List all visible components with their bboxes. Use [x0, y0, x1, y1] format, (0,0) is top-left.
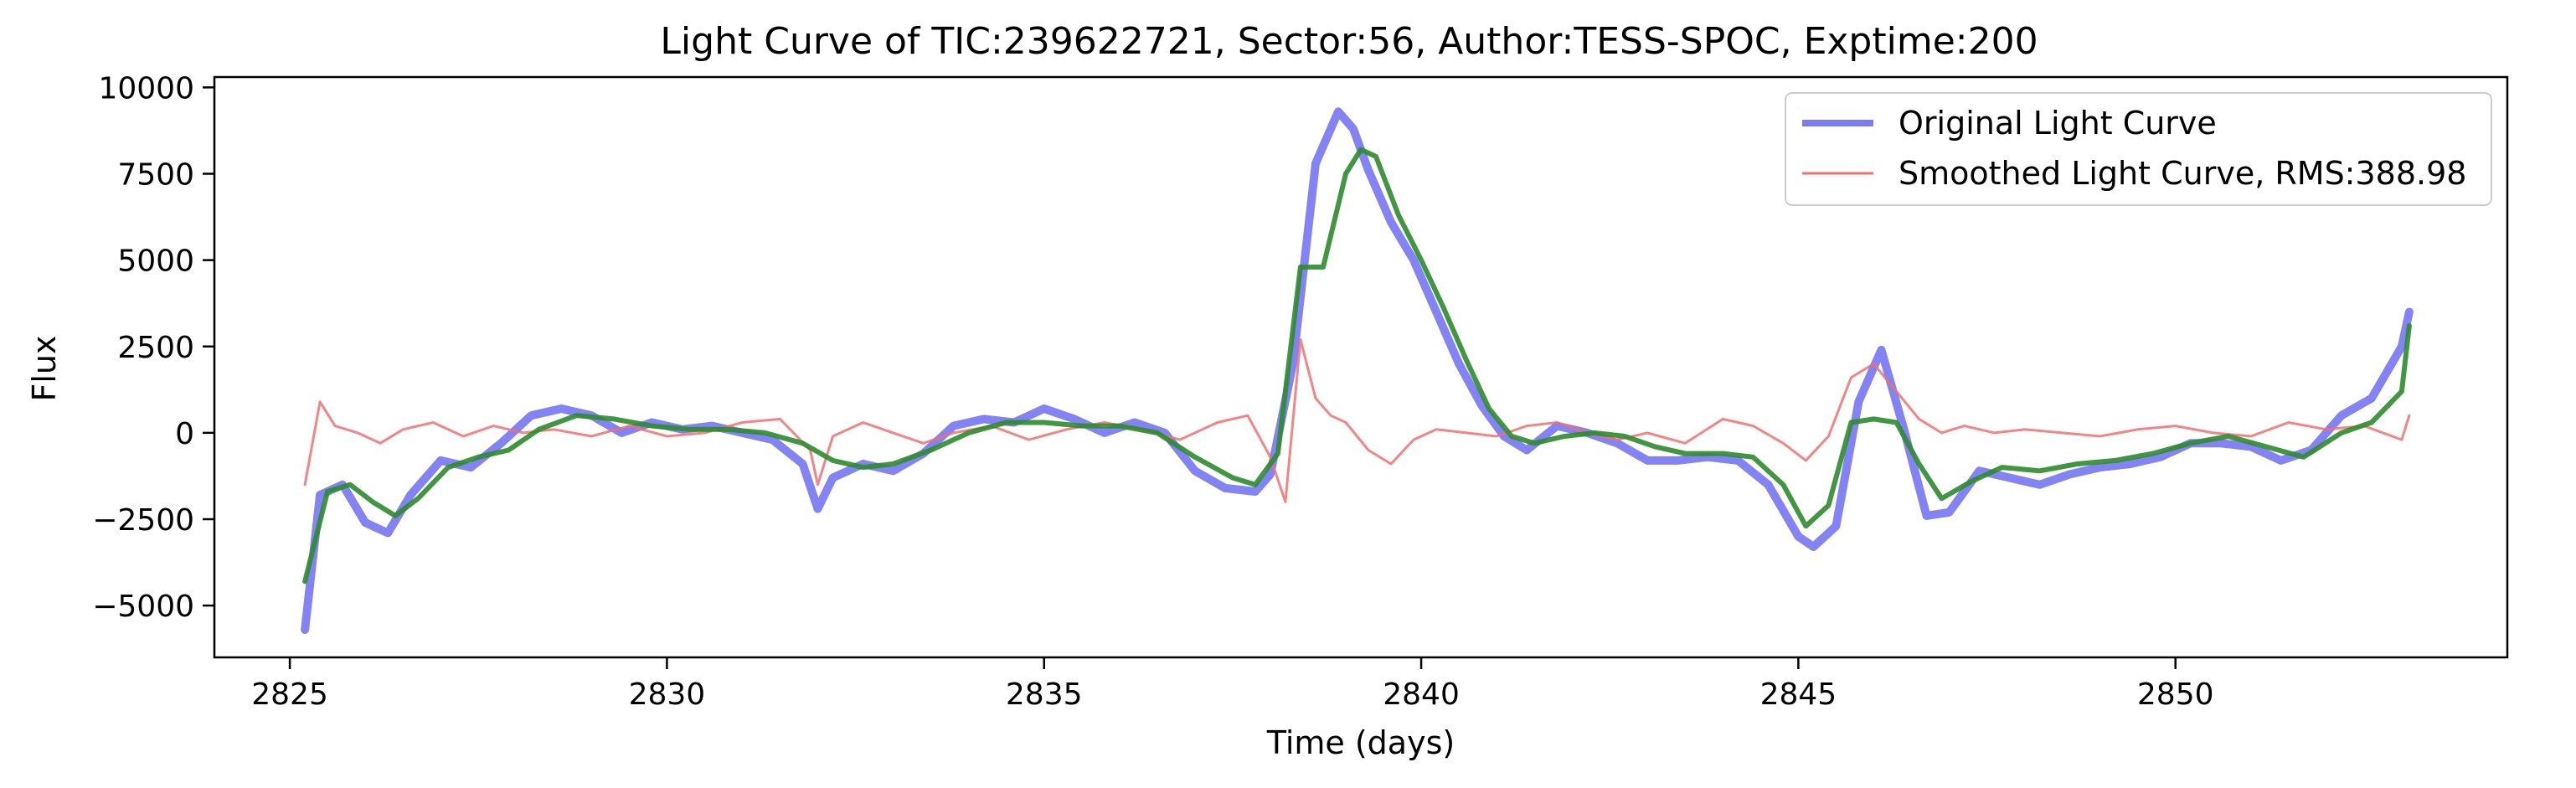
y-tick-label: 7500	[117, 158, 194, 193]
x-axis-ticks: 2825 2830 2835 2840 2845 2850	[251, 657, 2214, 712]
y-tick-label: 10000	[98, 71, 194, 106]
y-tick-label: 0	[175, 417, 194, 451]
y-axis-ticks: −5000 −2500 0 2500 5000 7500 10000	[92, 71, 214, 624]
y-axis-label: Flux	[26, 336, 63, 402]
y-tick-label: 2500	[117, 331, 194, 365]
x-tick-label: 2845	[1760, 677, 1837, 712]
legend: Original Light Curve Smoothed Light Curv…	[1785, 92, 2492, 206]
y-tick-label: −5000	[92, 590, 194, 624]
x-tick-label: 2840	[1383, 677, 1460, 712]
x-tick-label: 2830	[629, 677, 706, 712]
chart-title: Light Curve of TIC:239622721, Sector:56,…	[660, 20, 2038, 63]
legend-entry-original: Original Light Curve	[1899, 105, 2217, 142]
x-tick-label: 2835	[1006, 677, 1083, 712]
series-layer	[301, 107, 2414, 634]
series-line-2	[302, 147, 2412, 585]
legend-box	[1785, 92, 2492, 206]
y-tick-label: 5000	[117, 245, 194, 279]
series-line-1	[303, 338, 2411, 503]
x-tick-label: 2850	[2137, 677, 2214, 712]
legend-entry-smoothed: Smoothed Light Curve, RMS:388.98	[1899, 155, 2466, 192]
x-axis-label: Time (days)	[1266, 724, 1455, 761]
x-tick-label: 2825	[251, 677, 328, 712]
y-tick-label: −2500	[92, 503, 194, 538]
